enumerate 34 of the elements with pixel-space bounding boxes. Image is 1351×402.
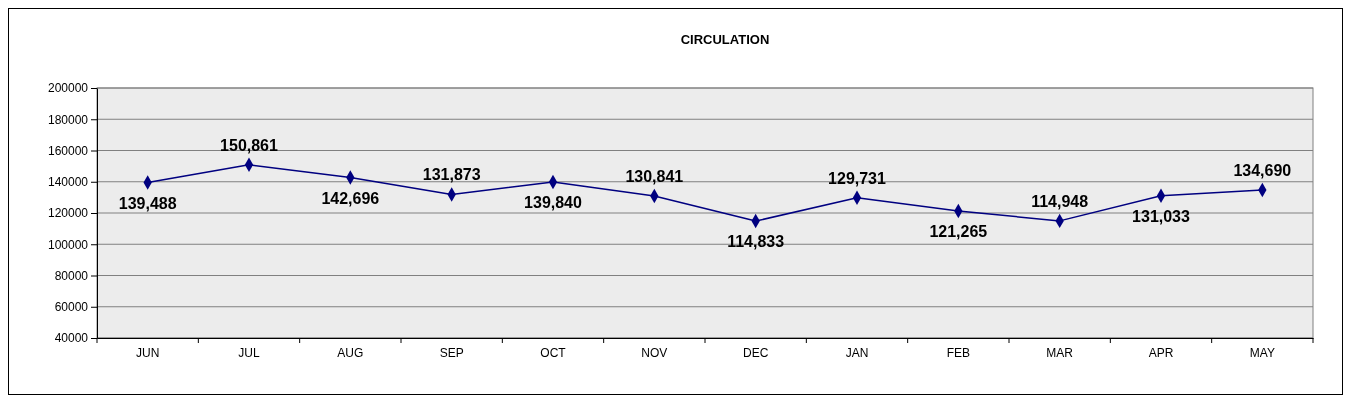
- x-tick-label: DEC: [742, 345, 769, 360]
- x-tick-label: AUG: [337, 345, 364, 360]
- data-label: 150,861: [220, 136, 279, 154]
- data-label: 142,696: [321, 189, 380, 207]
- x-tick-label: JUL: [238, 345, 260, 360]
- data-label: 130,841: [625, 168, 684, 186]
- data-label: 139,840: [524, 194, 583, 211]
- x-tick-label: OCT: [540, 345, 567, 360]
- y-tick-label: 200000: [47, 81, 89, 96]
- x-tick-label: APR: [1148, 345, 1174, 360]
- data-label: 114,948: [1031, 192, 1089, 210]
- data-label: 114,833: [727, 233, 785, 251]
- y-tick-label: 80000: [54, 268, 89, 283]
- data-label: 129,731: [828, 169, 887, 187]
- data-label: 131,873: [422, 166, 481, 184]
- x-tick-label: MAY: [1249, 345, 1275, 360]
- data-label: 131,033: [1132, 207, 1191, 225]
- y-tick-label: 100000: [47, 237, 89, 252]
- x-tick-label: SEP: [439, 345, 464, 360]
- x-tick-label: JUN: [135, 345, 160, 360]
- data-label: 134,690: [1233, 162, 1292, 180]
- x-tick-label: FEB: [946, 345, 971, 360]
- y-tick-label: 60000: [54, 300, 89, 315]
- y-tick-label: 40000: [54, 331, 89, 346]
- y-tick-label: 120000: [47, 206, 89, 221]
- x-tick-label: NOV: [641, 345, 668, 360]
- data-label: 121,265: [929, 223, 988, 241]
- y-tick-label: 140000: [47, 175, 89, 190]
- x-tick-label: JAN: [845, 345, 869, 360]
- y-tick-label: 160000: [47, 143, 89, 158]
- chart-title: CIRCULATION: [680, 32, 770, 47]
- y-tick-label: 180000: [47, 112, 89, 127]
- x-tick-label: MAR: [1046, 345, 1074, 360]
- data-label: 139,488: [118, 194, 177, 212]
